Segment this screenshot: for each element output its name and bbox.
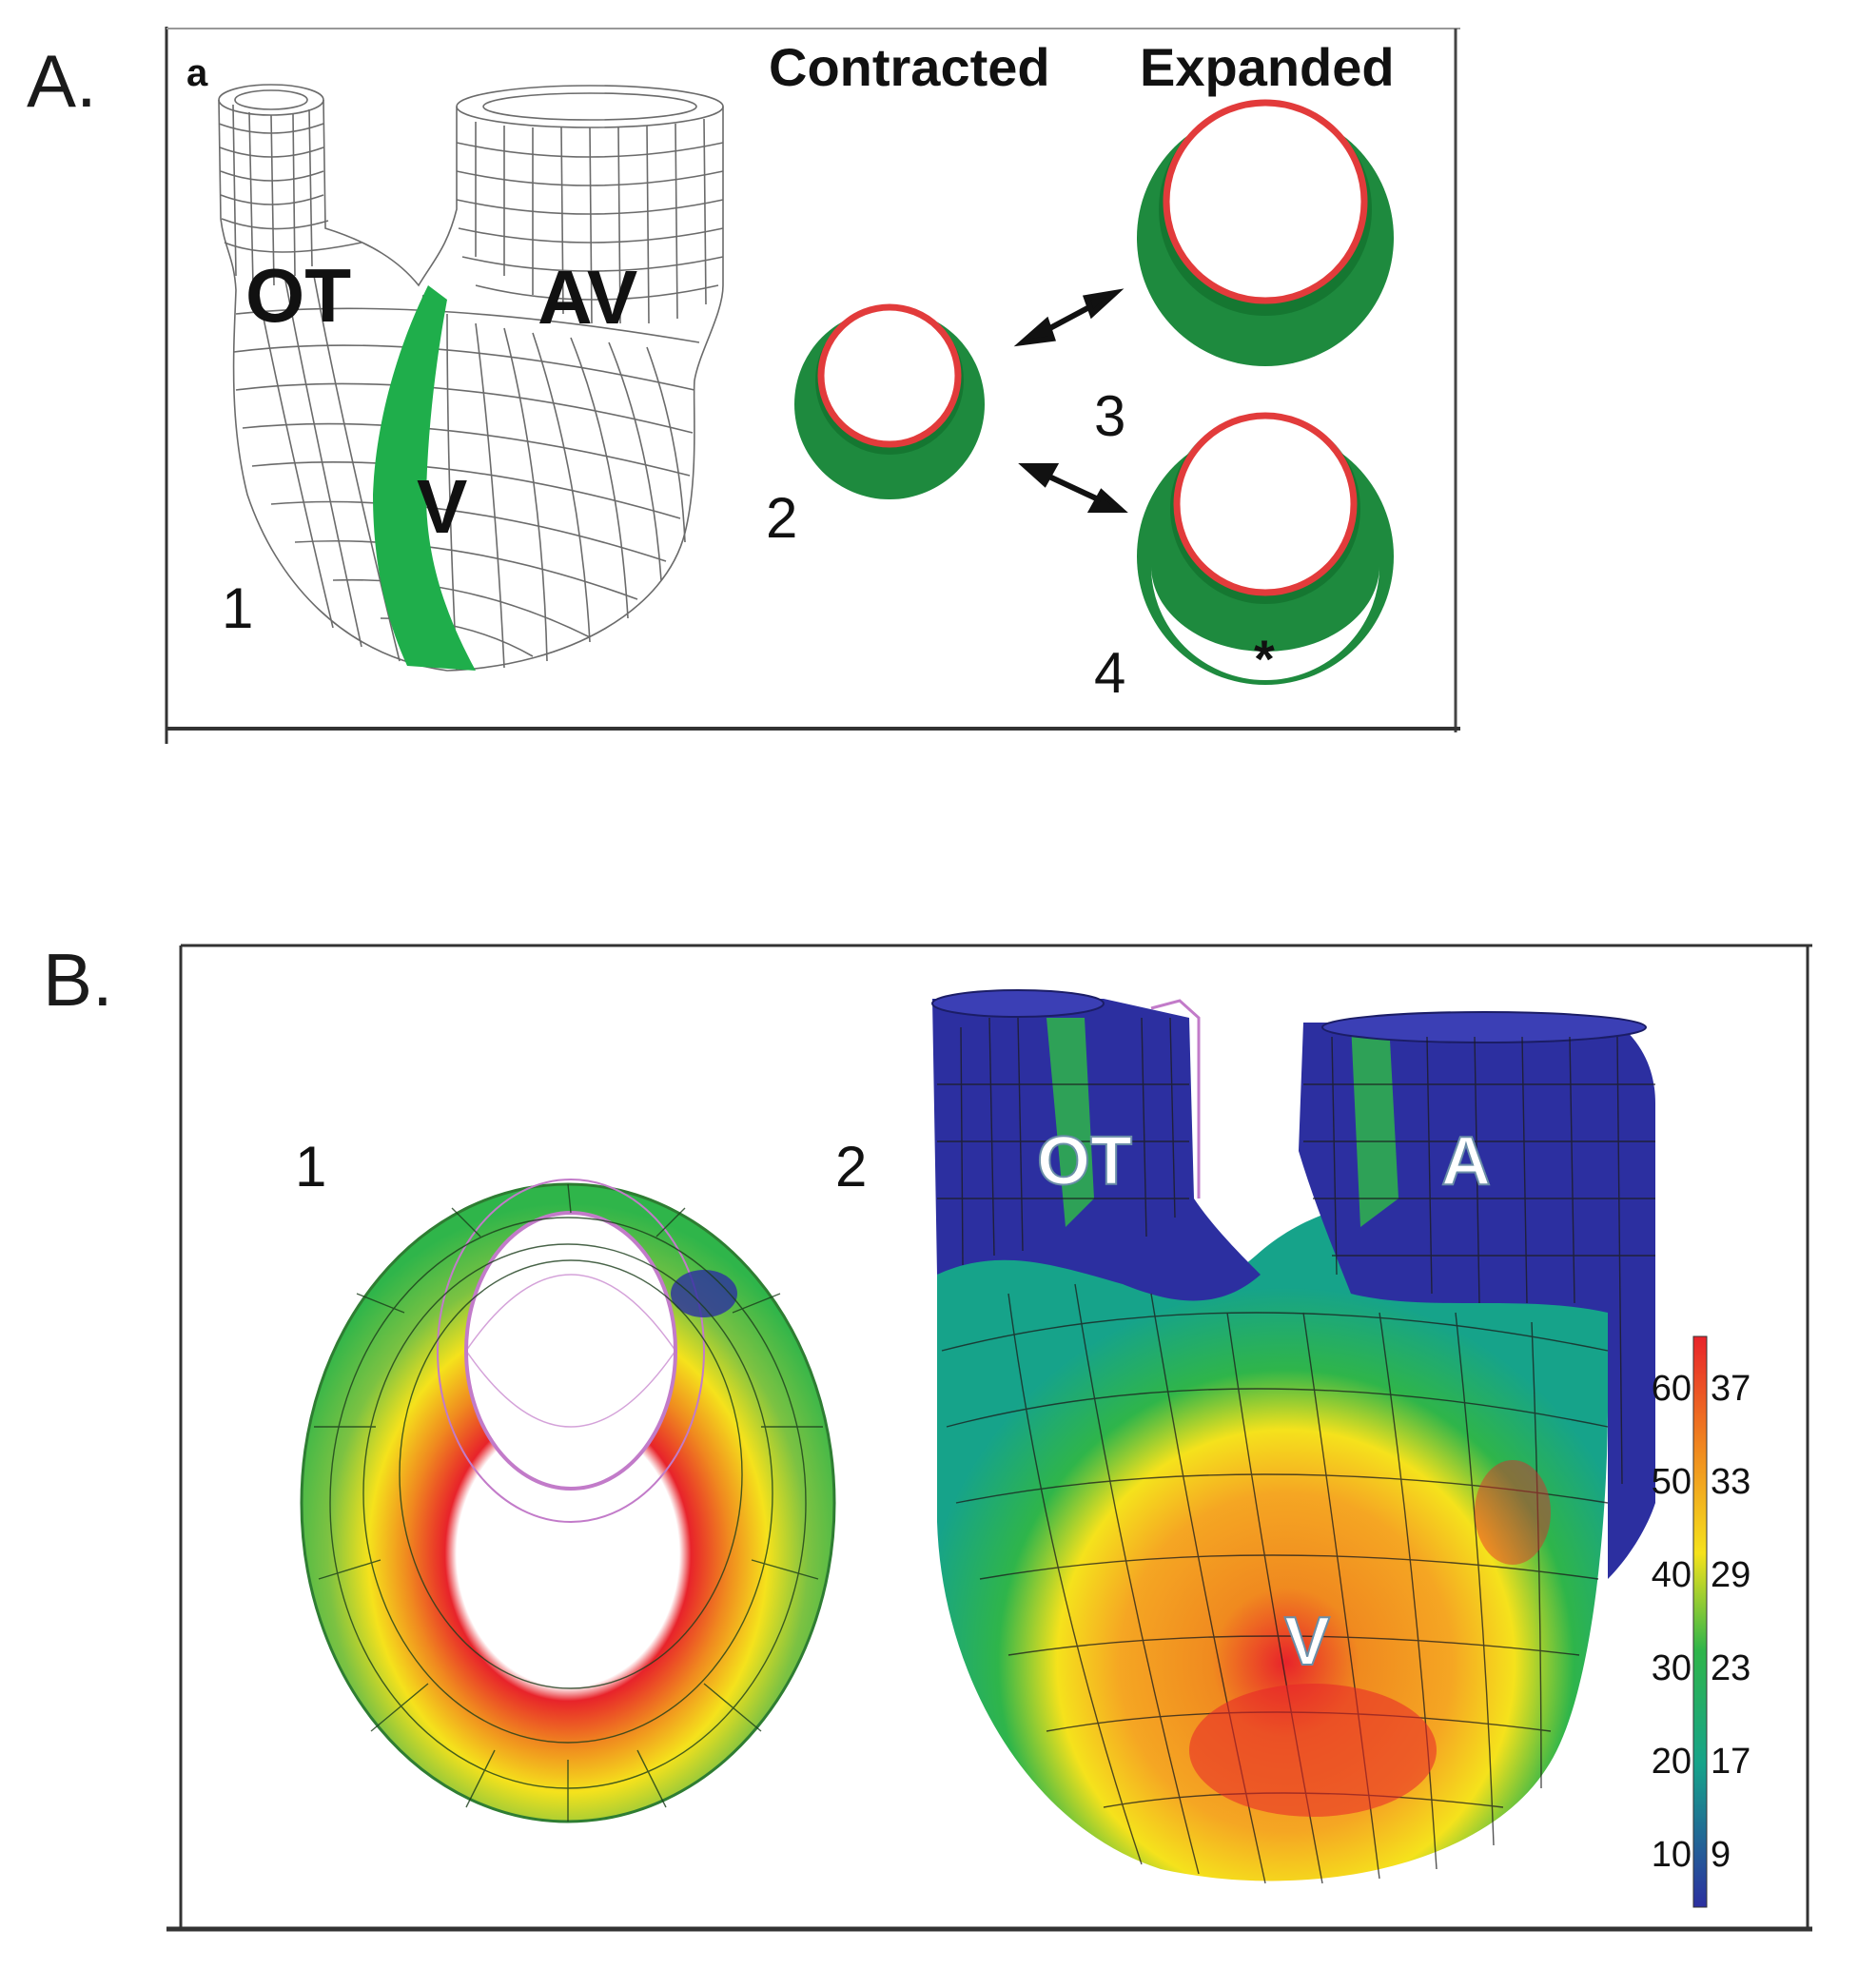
heatmap-label-v: V [1284,1604,1330,1680]
ring-inner-mesh [465,1274,676,1428]
colorbar-left-tick: 40 [1652,1555,1692,1595]
colorbar-left-tick: 10 [1652,1835,1692,1875]
colorbar-right-tick: 9 [1711,1835,1731,1875]
arrow-contracted-to-3 [1013,288,1125,347]
heart-tube-heatmap [931,989,1655,1884]
heart-tube-green-band [373,285,476,671]
heatmap-label-a: A [1441,1123,1491,1199]
item-number-2: 2 [766,486,797,550]
colorbar-left-ticks: 60 50 40 30 20 10 [1652,1369,1692,1875]
colorbar-right-tick: 29 [1711,1555,1750,1595]
colorbar-right-ticks: 37 33 29 23 17 9 [1711,1369,1750,1875]
panel-b-figure: 1 2 [166,944,1812,1932]
colorbar-left-tick: 20 [1652,1742,1692,1782]
item-number-1: 1 [222,576,253,640]
label-av: AV [538,255,637,340]
panel-b-letter: B. [43,938,113,1022]
colorbar-right-tick: 33 [1711,1462,1750,1502]
label-v: V [417,464,467,549]
heart-tube-wireframe [218,84,724,672]
item-number-4: 4 [1094,641,1125,705]
ring-contracted [794,303,985,499]
label-ot: OT [245,253,351,338]
panel-b-item-number-2: 2 [835,1135,867,1199]
colorbar-left-tick: 60 [1652,1369,1692,1409]
colorbar-right-tick: 23 [1711,1648,1750,1688]
panel-a-letter: A. [27,39,97,123]
ring-cross-section-heatmap [300,1179,836,1823]
ring-expanded-3 [1137,99,1394,366]
panel-b-item-number-1: 1 [295,1135,326,1199]
colorbar-left-tick: 30 [1652,1648,1692,1688]
panel-a-figure: a OT AV V 1 Contracted Expanded 2 3 * 4 [165,27,1460,744]
ring-expanded-4 [1137,412,1394,685]
colorbar-right-tick: 37 [1711,1369,1750,1409]
colorbar [1692,1335,1708,1908]
arrow-contracted-to-4 [1018,463,1128,513]
colorbar-left-tick: 50 [1652,1462,1692,1502]
colorbar-right-tick: 17 [1711,1742,1750,1782]
header-contracted: Contracted [769,37,1050,97]
header-expanded: Expanded [1140,37,1395,97]
item-number-3: 3 [1094,384,1125,448]
heatmap-label-ot: OT [1037,1123,1132,1199]
asterisk-mark: * [1254,629,1275,689]
panel-a-subletter: a [186,52,208,94]
